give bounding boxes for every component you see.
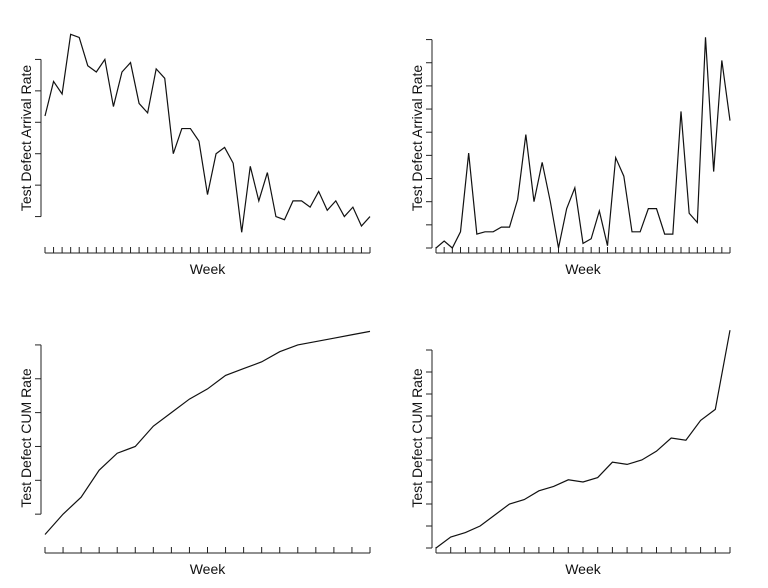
y-axis-label: Test Defect Arrival Rate xyxy=(409,65,425,211)
x-axis-label: Week xyxy=(565,561,602,577)
x-axis-label: Week xyxy=(565,261,602,277)
y-axis-label: Test Defect Arrival Rate xyxy=(18,65,34,211)
data-line xyxy=(435,37,731,249)
x-axis-label: Week xyxy=(190,561,227,577)
data-line xyxy=(44,330,371,535)
y-axis-label: Test Defect CUM Rate xyxy=(18,368,34,507)
x-axis-label: Week xyxy=(190,261,227,277)
y-axis-label: Test Defect CUM Rate xyxy=(409,368,425,507)
data-line xyxy=(44,33,371,233)
data-line xyxy=(435,330,731,549)
